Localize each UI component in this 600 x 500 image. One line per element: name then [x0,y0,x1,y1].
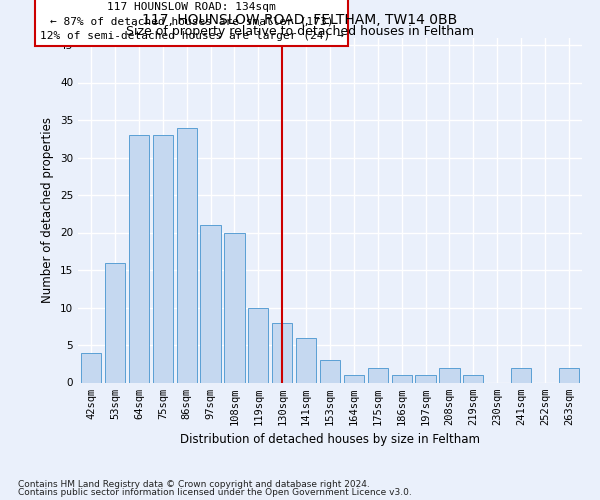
Bar [344,375,364,382]
Bar [81,352,101,382]
Bar [105,262,125,382]
Bar [176,128,197,382]
Text: Size of property relative to detached houses in Feltham: Size of property relative to detached ho… [126,25,474,38]
X-axis label: Distribution of detached houses by size in Feltham: Distribution of detached houses by size … [180,433,480,446]
Text: Contains HM Land Registry data © Crown copyright and database right 2024.: Contains HM Land Registry data © Crown c… [18,480,370,489]
Bar [200,225,221,382]
Bar [559,368,579,382]
Bar [511,368,531,382]
Bar [224,232,245,382]
Bar [368,368,388,382]
Bar [392,375,412,382]
Bar [463,375,484,382]
Text: 117 HOUNSLOW ROAD: 134sqm
← 87% of detached houses are smaller (173)
12% of semi: 117 HOUNSLOW ROAD: 134sqm ← 87% of detac… [40,2,343,42]
Text: Contains public sector information licensed under the Open Government Licence v3: Contains public sector information licen… [18,488,412,497]
Text: 117, HOUNSLOW ROAD, FELTHAM, TW14 0BB: 117, HOUNSLOW ROAD, FELTHAM, TW14 0BB [142,12,458,26]
Bar [248,308,268,382]
Bar [272,322,292,382]
Bar [152,135,173,382]
Y-axis label: Number of detached properties: Number of detached properties [41,117,55,303]
Bar [439,368,460,382]
Bar [129,135,149,382]
Bar [320,360,340,382]
Bar [296,338,316,382]
Bar [415,375,436,382]
